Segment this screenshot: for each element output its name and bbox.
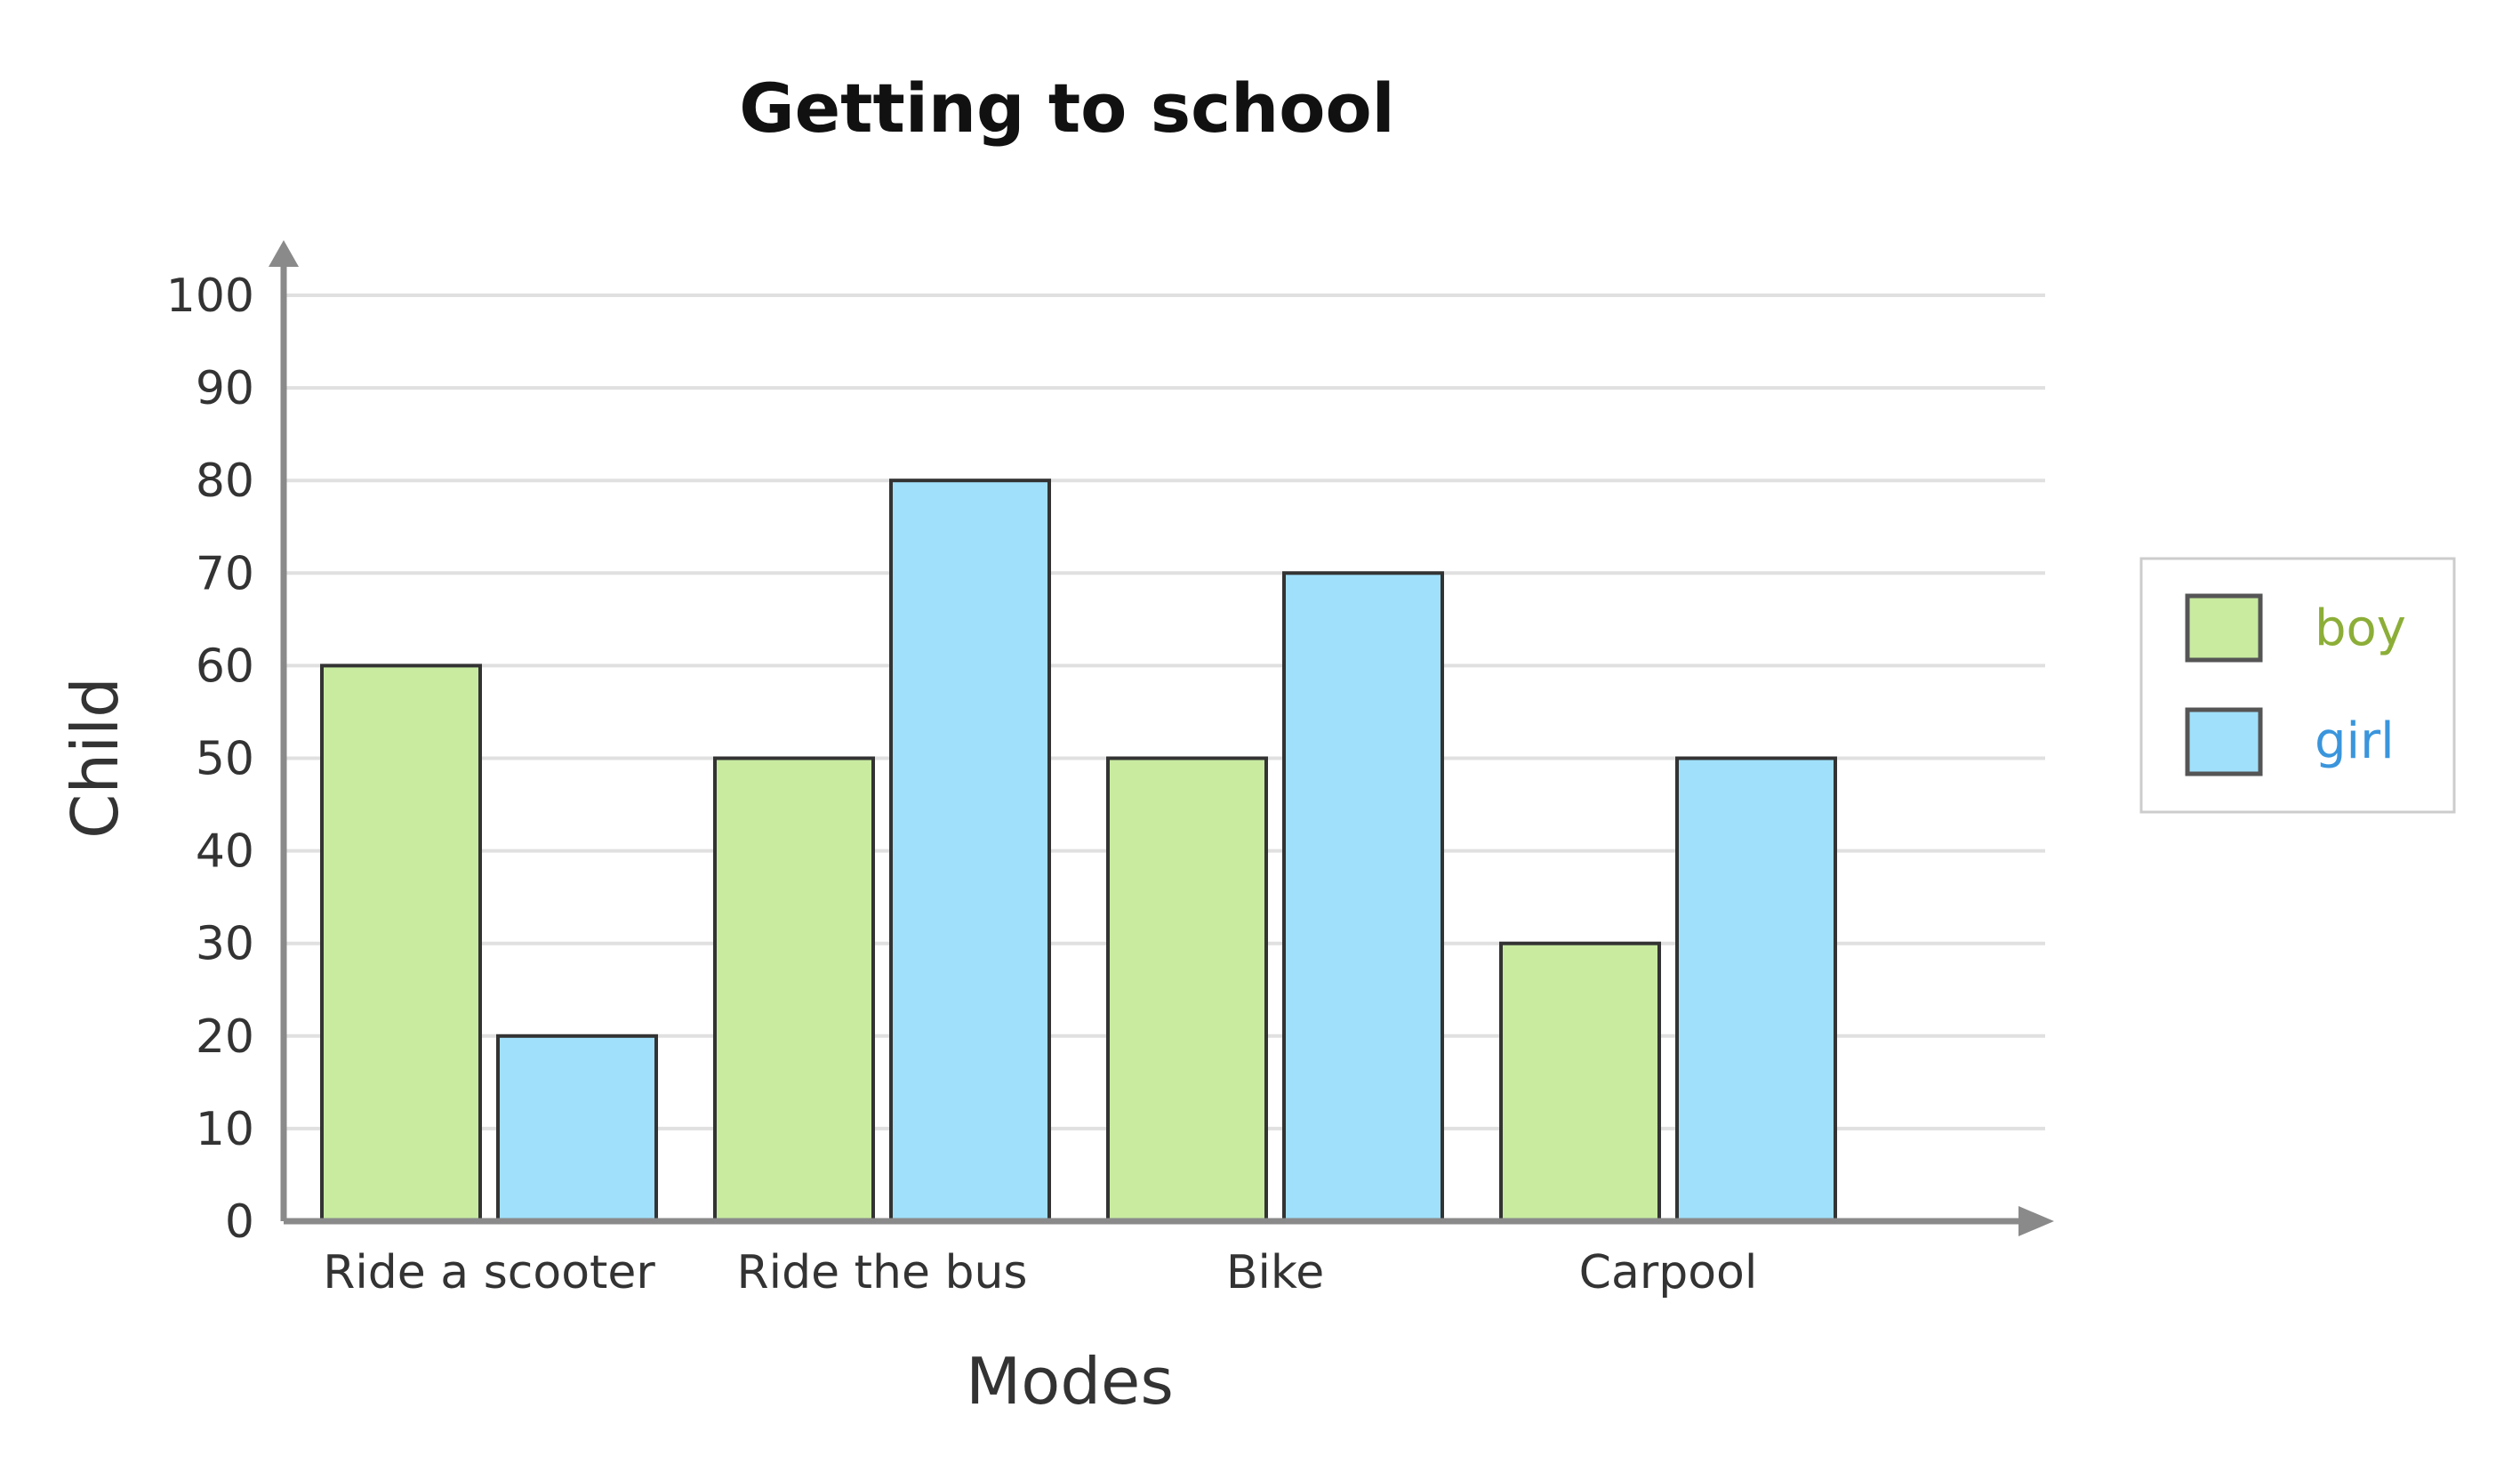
x-tick-labels: Ride a scooter Ride the bus Bike Carpool	[323, 1246, 1757, 1299]
x-tick-label: Ride the bus	[736, 1246, 1027, 1299]
bar-boy-0	[320, 664, 482, 1223]
legend-swatch-girl	[2185, 707, 2263, 776]
x-axis-title: Modes	[966, 1344, 1174, 1419]
y-tick-label: 70	[196, 547, 254, 600]
bar-boy-3	[1499, 941, 1661, 1223]
legend-label-boy: boy	[2315, 599, 2406, 657]
legend: boy girl	[2139, 557, 2456, 814]
y-tick-label: 30	[196, 918, 254, 971]
y-tick-label: 100	[166, 269, 254, 323]
bar-girl-1	[889, 479, 1051, 1223]
bar-girl-3	[1675, 756, 1837, 1223]
y-tick-label: 80	[196, 454, 254, 508]
x-axis-arrow-icon	[2018, 1206, 2054, 1236]
bar-girl-2	[1282, 571, 1444, 1223]
x-tick-label: Bike	[1226, 1246, 1324, 1299]
y-tick-label: 0	[225, 1195, 254, 1249]
legend-label-girl: girl	[2315, 712, 2395, 770]
y-tick-label: 50	[196, 733, 254, 786]
y-tick-label: 40	[196, 825, 254, 879]
x-tick-label: Carpool	[1579, 1246, 1758, 1299]
axes	[269, 240, 2054, 1236]
bar-boy-2	[1106, 756, 1268, 1223]
y-tick-label: 60	[196, 639, 254, 693]
y-axis-arrow-icon	[269, 240, 299, 267]
y-tick-label: 20	[196, 1010, 254, 1064]
y-tick-label: 90	[196, 362, 254, 415]
legend-swatch-boy	[2185, 593, 2263, 663]
bar-girl-0	[496, 1034, 658, 1224]
bar-boy-1	[713, 756, 875, 1223]
x-tick-label: Ride a scooter	[323, 1246, 655, 1299]
y-axis-title: Child	[58, 677, 132, 839]
y-tick-label: 10	[196, 1103, 254, 1156]
y-tick-labels: 0 10 20 30 40 50 60 70 80 90 100	[166, 269, 254, 1249]
chart-title: Getting to school	[739, 68, 1394, 148]
